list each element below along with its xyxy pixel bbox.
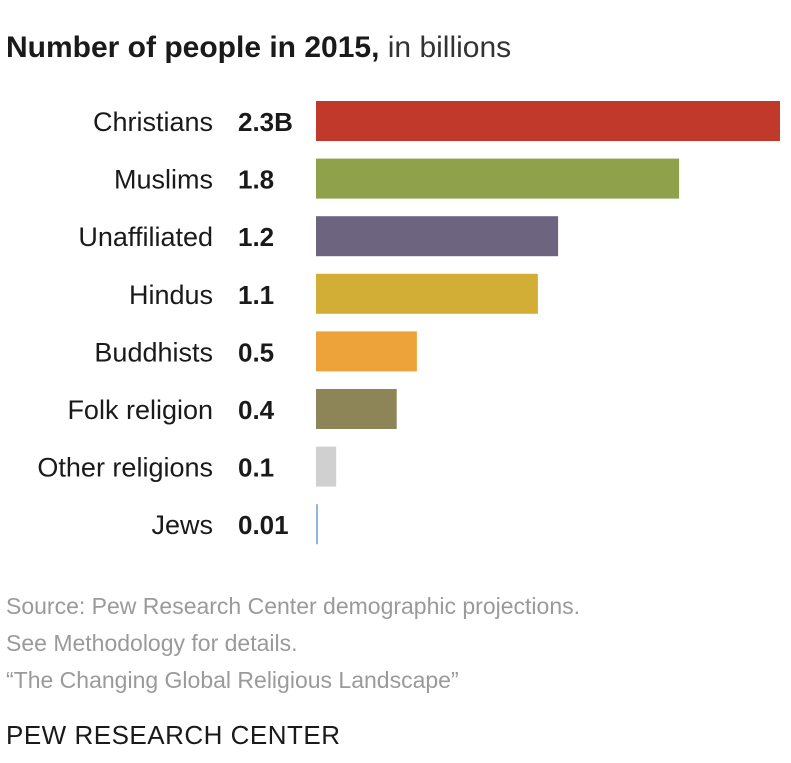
bar-row-buddhists: Buddhists 0.5 <box>94 331 417 372</box>
bar-row-unaffiliated: Unaffiliated 1.2 <box>78 216 559 257</box>
category-label-buddhists: Buddhists <box>94 337 213 367</box>
report-title-note: “The Changing Global Religious Landscape… <box>6 667 459 693</box>
value-label-hindus: 1.1 <box>238 280 274 310</box>
value-label-muslims: 1.8 <box>238 165 274 195</box>
bar-row-christians: Christians 2.3B <box>93 101 780 141</box>
source-note: Source: Pew Research Center demographic … <box>6 593 581 619</box>
bar-folk-religion <box>316 389 397 429</box>
category-label-christians: Christians <box>93 107 213 137</box>
category-label-muslims: Muslims <box>114 165 213 195</box>
chart-title-bold: Number of people in 2015, <box>6 31 380 64</box>
category-label-hindus: Hindus <box>129 280 213 310</box>
chart-title: Number of people in 2015, in billions <box>6 28 511 68</box>
chart-title-unit: in billions <box>387 31 512 64</box>
bar-christians <box>316 101 780 141</box>
value-label-buddhists: 0.5 <box>238 337 274 367</box>
bar-row-folk-religion: Folk religion 0.4 <box>67 389 397 429</box>
value-label-christians: 2.3B <box>238 107 293 137</box>
bar-chart: Christians 2.3B Muslims 1.8 Unaffiliated 1.2 H… <box>37 101 780 545</box>
bar-row-hindus: Hindus 1.1 <box>129 273 538 314</box>
bar-hindus <box>316 273 538 314</box>
bar-row-jews: Jews 0.01 <box>151 504 318 545</box>
bar-unaffiliated <box>316 216 559 257</box>
bar-jews <box>316 504 318 545</box>
value-label-unaffiliated: 1.2 <box>238 222 274 252</box>
category-label-other-religions: Other religions <box>37 453 213 483</box>
category-label-unaffiliated: Unaffiliated <box>78 222 213 252</box>
bar-row-muslims: Muslims 1.8 <box>114 158 680 199</box>
category-label-folk-religion: Folk religion <box>67 395 213 425</box>
value-label-other-religions: 0.1 <box>238 453 274 483</box>
category-label-jews: Jews <box>151 510 213 540</box>
brand-name: PEW RESEARCH CENTER <box>6 720 341 750</box>
bar-row-other-religions: Other religions 0.1 <box>37 446 337 487</box>
bar-other-religions <box>316 446 337 487</box>
bar-muslims <box>316 158 680 199</box>
value-label-jews: 0.01 <box>238 510 289 540</box>
chart-footer: Source: Pew Research Center demographic … <box>6 588 580 699</box>
methodology-note: See Methodology for details. <box>6 630 298 656</box>
value-label-folk-religion: 0.4 <box>238 395 275 425</box>
bar-buddhists <box>316 331 417 372</box>
